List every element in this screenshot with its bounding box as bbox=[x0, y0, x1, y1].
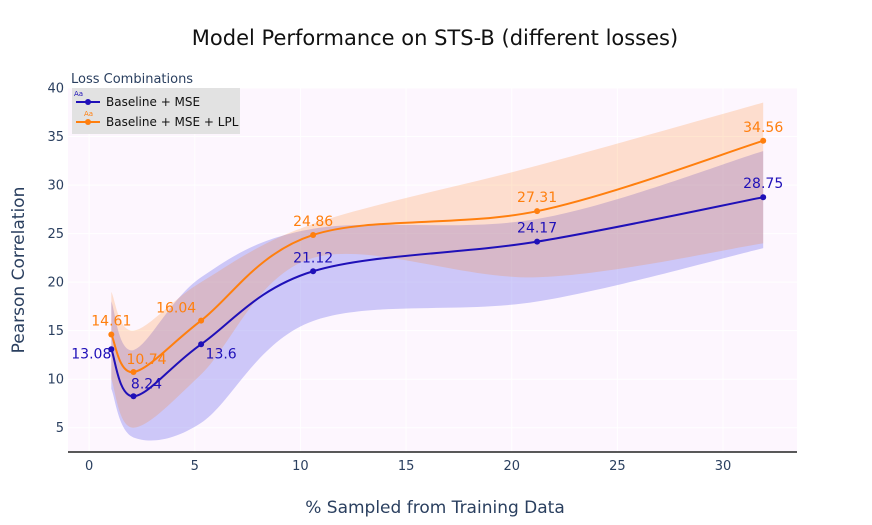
x-tick-label: 10 bbox=[292, 459, 309, 474]
x-tick-label: 20 bbox=[503, 459, 520, 474]
y-tick-label: 5 bbox=[56, 421, 64, 436]
legend-glyph-text: Aa bbox=[74, 90, 83, 98]
data-point bbox=[534, 238, 541, 245]
data-label: 24.86 bbox=[293, 214, 333, 230]
data-points bbox=[108, 137, 767, 400]
y-tick-label: 20 bbox=[47, 276, 64, 291]
x-tick-label: 30 bbox=[715, 459, 732, 474]
legend-title: Loss Combinations bbox=[71, 72, 193, 87]
chart-title: Model Performance on STS-B (different lo… bbox=[192, 26, 678, 50]
data-point bbox=[108, 331, 115, 338]
data-label: 16.04 bbox=[156, 301, 196, 317]
data-label: 34.56 bbox=[743, 120, 783, 136]
data-point bbox=[130, 369, 137, 376]
x-axis-label: % Sampled from Training Data bbox=[305, 498, 565, 518]
data-point bbox=[760, 194, 767, 201]
y-axis-label: Pearson Correlation bbox=[9, 187, 29, 354]
plot-area bbox=[68, 88, 797, 452]
data-point bbox=[130, 393, 137, 400]
data-label: 27.31 bbox=[517, 190, 557, 206]
data-labels: 13.08 8.24 13.6 21.12 24.17 28.75 14.61 10.74 16… bbox=[71, 120, 783, 392]
x-tick-label: 5 bbox=[191, 459, 199, 474]
data-point bbox=[760, 137, 767, 144]
x-tick-label: 15 bbox=[398, 459, 415, 474]
x-axis-ticks: 0 5 10 15 20 25 30 bbox=[85, 459, 731, 474]
legend-box bbox=[72, 88, 240, 134]
data-label: 24.17 bbox=[517, 221, 557, 237]
x-tick-label: 0 bbox=[85, 459, 93, 474]
data-label: 21.12 bbox=[293, 250, 333, 266]
data-point bbox=[310, 268, 317, 275]
y-tick-label: 15 bbox=[47, 324, 64, 339]
y-tick-label: 40 bbox=[47, 82, 64, 97]
data-label: 14.61 bbox=[91, 313, 131, 329]
legend-swatch-marker bbox=[85, 99, 91, 105]
confidence-bands bbox=[111, 102, 764, 441]
data-point bbox=[108, 346, 115, 353]
y-axis-ticks: 5 10 15 20 25 30 35 40 bbox=[47, 82, 64, 437]
data-label: 13.6 bbox=[206, 346, 237, 362]
y-tick-label: 25 bbox=[47, 227, 64, 242]
data-point bbox=[198, 341, 205, 348]
y-tick-label: 30 bbox=[47, 179, 64, 194]
legend-item-label: Baseline + MSE bbox=[106, 95, 200, 109]
data-point bbox=[310, 231, 317, 238]
data-label: 13.08 bbox=[71, 346, 111, 362]
confidence-band bbox=[111, 151, 764, 441]
x-tick-label: 25 bbox=[609, 459, 626, 474]
data-point bbox=[198, 317, 205, 324]
data-label: 8.24 bbox=[131, 376, 162, 392]
legend-swatch-marker bbox=[85, 119, 91, 125]
y-tick-label: 35 bbox=[47, 130, 64, 145]
legend-glyph-text: Aa bbox=[84, 110, 93, 118]
legend-item-label: Baseline + MSE + LPL bbox=[106, 115, 239, 129]
confidence-band bbox=[111, 102, 764, 428]
legend: Loss Combinations Aa Baseline + MSE Aa B… bbox=[71, 72, 240, 134]
data-point bbox=[534, 208, 541, 215]
data-label: 10.74 bbox=[126, 352, 166, 368]
data-label: 28.75 bbox=[743, 176, 783, 192]
y-tick-label: 10 bbox=[47, 373, 64, 388]
